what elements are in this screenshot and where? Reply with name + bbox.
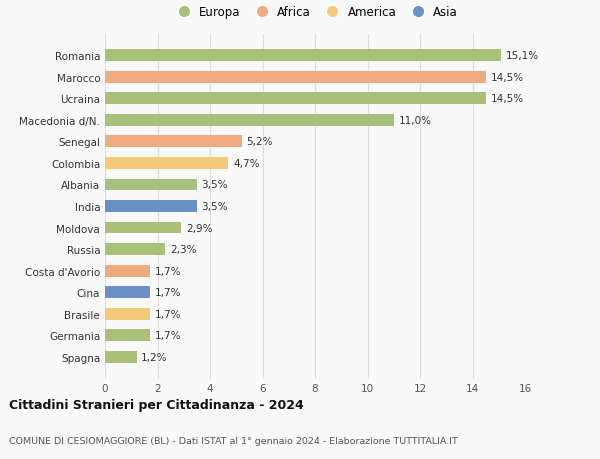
Text: Cittadini Stranieri per Cittadinanza - 2024: Cittadini Stranieri per Cittadinanza - 2… bbox=[9, 398, 304, 411]
Bar bbox=[105, 201, 197, 213]
Text: 3,5%: 3,5% bbox=[202, 202, 228, 212]
Text: 5,2%: 5,2% bbox=[246, 137, 273, 147]
Bar bbox=[105, 50, 502, 62]
Bar bbox=[105, 330, 149, 341]
Bar bbox=[105, 157, 229, 169]
Text: COMUNE DI CESIOMAGGIORE (BL) - Dati ISTAT al 1° gennaio 2024 - Elaborazione TUTT: COMUNE DI CESIOMAGGIORE (BL) - Dati ISTA… bbox=[9, 436, 458, 445]
Text: 1,7%: 1,7% bbox=[154, 266, 181, 276]
Text: 1,7%: 1,7% bbox=[154, 288, 181, 297]
Text: 1,2%: 1,2% bbox=[141, 352, 168, 362]
Text: 15,1%: 15,1% bbox=[506, 51, 539, 61]
Bar bbox=[105, 93, 485, 105]
Text: 14,5%: 14,5% bbox=[490, 73, 523, 83]
Text: 4,7%: 4,7% bbox=[233, 158, 260, 168]
Bar bbox=[105, 179, 197, 191]
Bar bbox=[105, 244, 166, 256]
Text: 3,5%: 3,5% bbox=[202, 180, 228, 190]
Bar bbox=[105, 72, 485, 84]
Bar bbox=[105, 351, 137, 363]
Legend: Europa, Africa, America, Asia: Europa, Africa, America, Asia bbox=[170, 4, 460, 22]
Bar bbox=[105, 115, 394, 126]
Text: 11,0%: 11,0% bbox=[398, 116, 431, 125]
Bar bbox=[105, 265, 149, 277]
Text: 2,3%: 2,3% bbox=[170, 245, 197, 255]
Text: 1,7%: 1,7% bbox=[154, 309, 181, 319]
Text: 2,9%: 2,9% bbox=[186, 223, 212, 233]
Text: 14,5%: 14,5% bbox=[490, 94, 523, 104]
Text: 1,7%: 1,7% bbox=[154, 330, 181, 341]
Bar bbox=[105, 287, 149, 298]
Bar bbox=[105, 136, 241, 148]
Bar bbox=[105, 222, 181, 234]
Bar bbox=[105, 308, 149, 320]
